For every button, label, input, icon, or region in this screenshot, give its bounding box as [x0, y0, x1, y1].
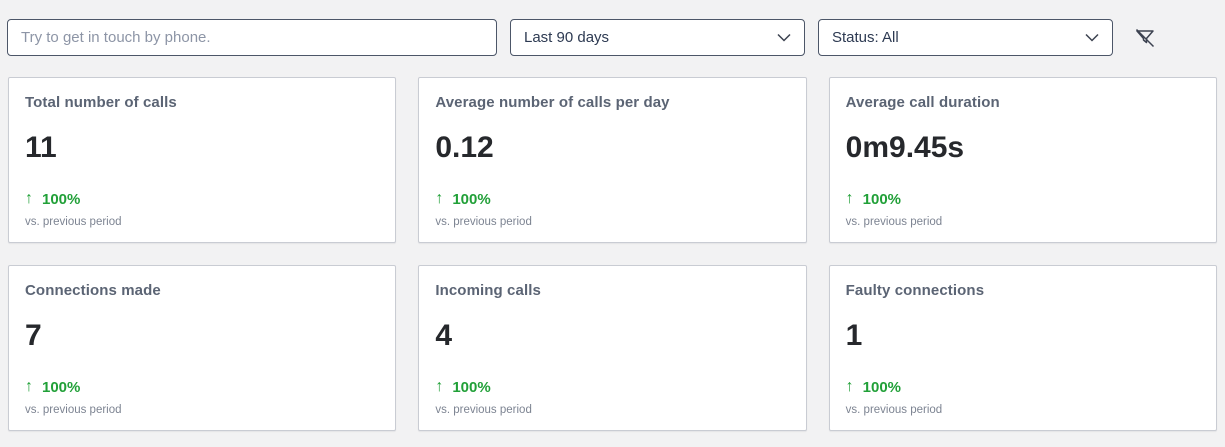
stat-card-avg-call-duration: Average call duration 0m9.45s ↑ 100% vs.… [828, 77, 1217, 243]
trend-value: 100% [862, 378, 902, 396]
card-title: Connections made [25, 282, 161, 299]
trend-value: 100% [862, 190, 902, 208]
trend-value: 100% [42, 190, 81, 208]
card-value: 7 [25, 319, 42, 352]
card-title: Incoming calls [435, 282, 541, 299]
trend-value: 100% [452, 378, 491, 396]
card-value: 0m9.45s [845, 131, 965, 164]
comparison-label: vs. previous period [25, 404, 122, 416]
status-select[interactable]: Status: All [818, 19, 1113, 56]
trend-value: 100% [42, 378, 81, 396]
status-value: Status: All [832, 29, 899, 46]
trend-value: 100% [452, 190, 491, 208]
stat-card-faulty-connections: Faulty connections 1 ↑ 100% vs. previous… [828, 265, 1217, 431]
card-title: Average number of calls per day [435, 94, 670, 111]
trend-up-icon: ↑ [435, 378, 444, 395]
stats-grid: Total number of calls 11 ↑ 100% vs. prev… [8, 77, 1217, 431]
trend-indicator: ↑ 100% [846, 190, 1200, 208]
trend-indicator: ↑ 100% [435, 378, 789, 396]
search-input[interactable] [7, 19, 497, 56]
comparison-label: vs. previous period [845, 404, 943, 416]
trend-up-icon: ↑ [25, 378, 33, 395]
comparison-label: vs. previous period [25, 216, 122, 228]
date-range-value: Last 90 days [524, 29, 610, 46]
trend-up-icon: ↑ [435, 190, 444, 207]
card-value: 0.12 [435, 131, 494, 164]
trend-indicator: ↑ 100% [25, 190, 379, 208]
trend-indicator: ↑ 100% [435, 190, 789, 208]
stat-card-total-calls: Total number of calls 11 ↑ 100% vs. prev… [8, 77, 397, 243]
stat-card-avg-calls-per-day: Average number of calls per day 0.12 ↑ 1… [418, 77, 807, 243]
stat-card-connections-made: Connections made 7 ↑ 100% vs. previous p… [8, 265, 397, 431]
card-value: 1 [845, 319, 863, 352]
card-title: Average call duration [845, 94, 1000, 111]
card-title: Total number of calls [25, 94, 177, 111]
trend-up-icon: ↑ [25, 190, 33, 207]
stat-card-incoming-calls: Incoming calls 4 ↑ 100% vs. previous per… [418, 265, 807, 431]
card-value: 4 [435, 319, 453, 352]
comparison-label: vs. previous period [435, 404, 532, 416]
trend-indicator: ↑ 100% [25, 378, 379, 396]
clear-filters-button[interactable] [1131, 24, 1159, 52]
date-range-select[interactable]: Last 90 days [510, 19, 805, 56]
chevron-down-icon [777, 33, 791, 42]
trend-up-icon: ↑ [845, 190, 854, 207]
comparison-label: vs. previous period [845, 216, 943, 228]
chevron-down-icon [1085, 33, 1099, 42]
card-title: Faulty connections [845, 282, 985, 299]
card-value: 11 [25, 131, 57, 164]
filters-toolbar: Last 90 days Status: All [7, 19, 1217, 56]
comparison-label: vs. previous period [435, 216, 532, 228]
filter-off-icon [1133, 26, 1157, 50]
trend-up-icon: ↑ [845, 378, 854, 395]
trend-indicator: ↑ 100% [846, 378, 1200, 396]
